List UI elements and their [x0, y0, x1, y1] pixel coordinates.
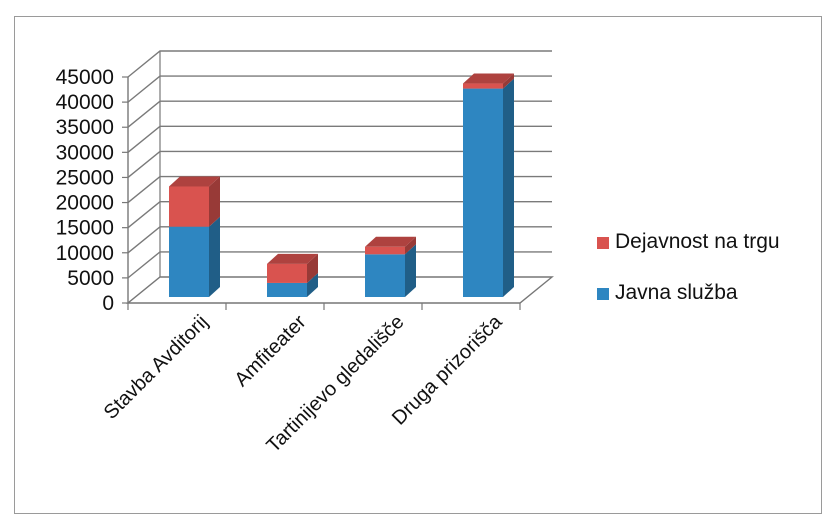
bar-front: [267, 282, 307, 297]
bar-side: [307, 253, 318, 283]
bar-front: [463, 88, 503, 297]
bar-side: [405, 244, 416, 297]
bar-top: [267, 253, 318, 264]
gridline: [127, 75, 552, 103]
x-tick-label: Stavba Avditorij: [100, 311, 213, 424]
bar-side: [405, 236, 416, 255]
bar-segment: [365, 244, 416, 297]
bar-front: [267, 263, 307, 283]
gridlines: [127, 50, 552, 279]
bar-segment: [463, 73, 514, 89]
bar-top: [169, 176, 220, 187]
y-tick-label: 20000: [56, 192, 114, 215]
bars: [169, 73, 514, 297]
legend-label: Javna služba: [615, 281, 738, 304]
bar-segment: [267, 272, 318, 297]
y-tick-label: 5000: [67, 267, 114, 290]
y-tick-label: 35000: [56, 116, 114, 139]
legend-label: Dejavnost na trgu: [615, 230, 780, 253]
gridline: [127, 150, 552, 178]
bar-side: [307, 272, 318, 297]
y-tick-label: 30000: [56, 141, 114, 164]
bar-front: [463, 83, 503, 89]
bar-front: [169, 226, 209, 297]
chart-frame: [14, 16, 822, 514]
x-tick-label: Amfiteater: [231, 311, 311, 391]
y-tick-label: 10000: [56, 242, 114, 265]
legend-swatch: [597, 288, 609, 300]
gridline: [127, 125, 552, 153]
y-tick-label: 0: [102, 292, 114, 315]
chart-floor: [126, 276, 554, 304]
bar-segment: [365, 236, 416, 255]
bar-top: [365, 236, 416, 247]
gridline: [127, 50, 552, 78]
bar-segment: [267, 253, 318, 283]
bar-side: [503, 78, 514, 297]
bar-side: [209, 176, 220, 227]
bar-segment: [169, 216, 220, 297]
gridline: [127, 226, 552, 254]
bar-front: [365, 254, 405, 297]
gridline: [127, 100, 552, 128]
y-tick-label: 40000: [56, 91, 114, 114]
bar-side: [503, 73, 514, 89]
bar-segment: [463, 78, 514, 297]
chart-walls: [126, 51, 554, 304]
y-tick-label: 15000: [56, 217, 114, 240]
bar-front: [169, 186, 209, 227]
y-tick-label: 25000: [56, 166, 114, 189]
bar-front: [365, 246, 405, 255]
gridline: [127, 200, 552, 229]
legend: Dejavnost na trgu Javna služba: [597, 230, 780, 304]
bar-segment: [169, 176, 220, 227]
bar-top: [463, 73, 514, 84]
gridline: [127, 251, 552, 279]
gridline: [127, 175, 552, 204]
y-tick-label: 45000: [56, 66, 114, 89]
legend-swatch: [597, 237, 609, 249]
bar-side: [209, 216, 220, 297]
